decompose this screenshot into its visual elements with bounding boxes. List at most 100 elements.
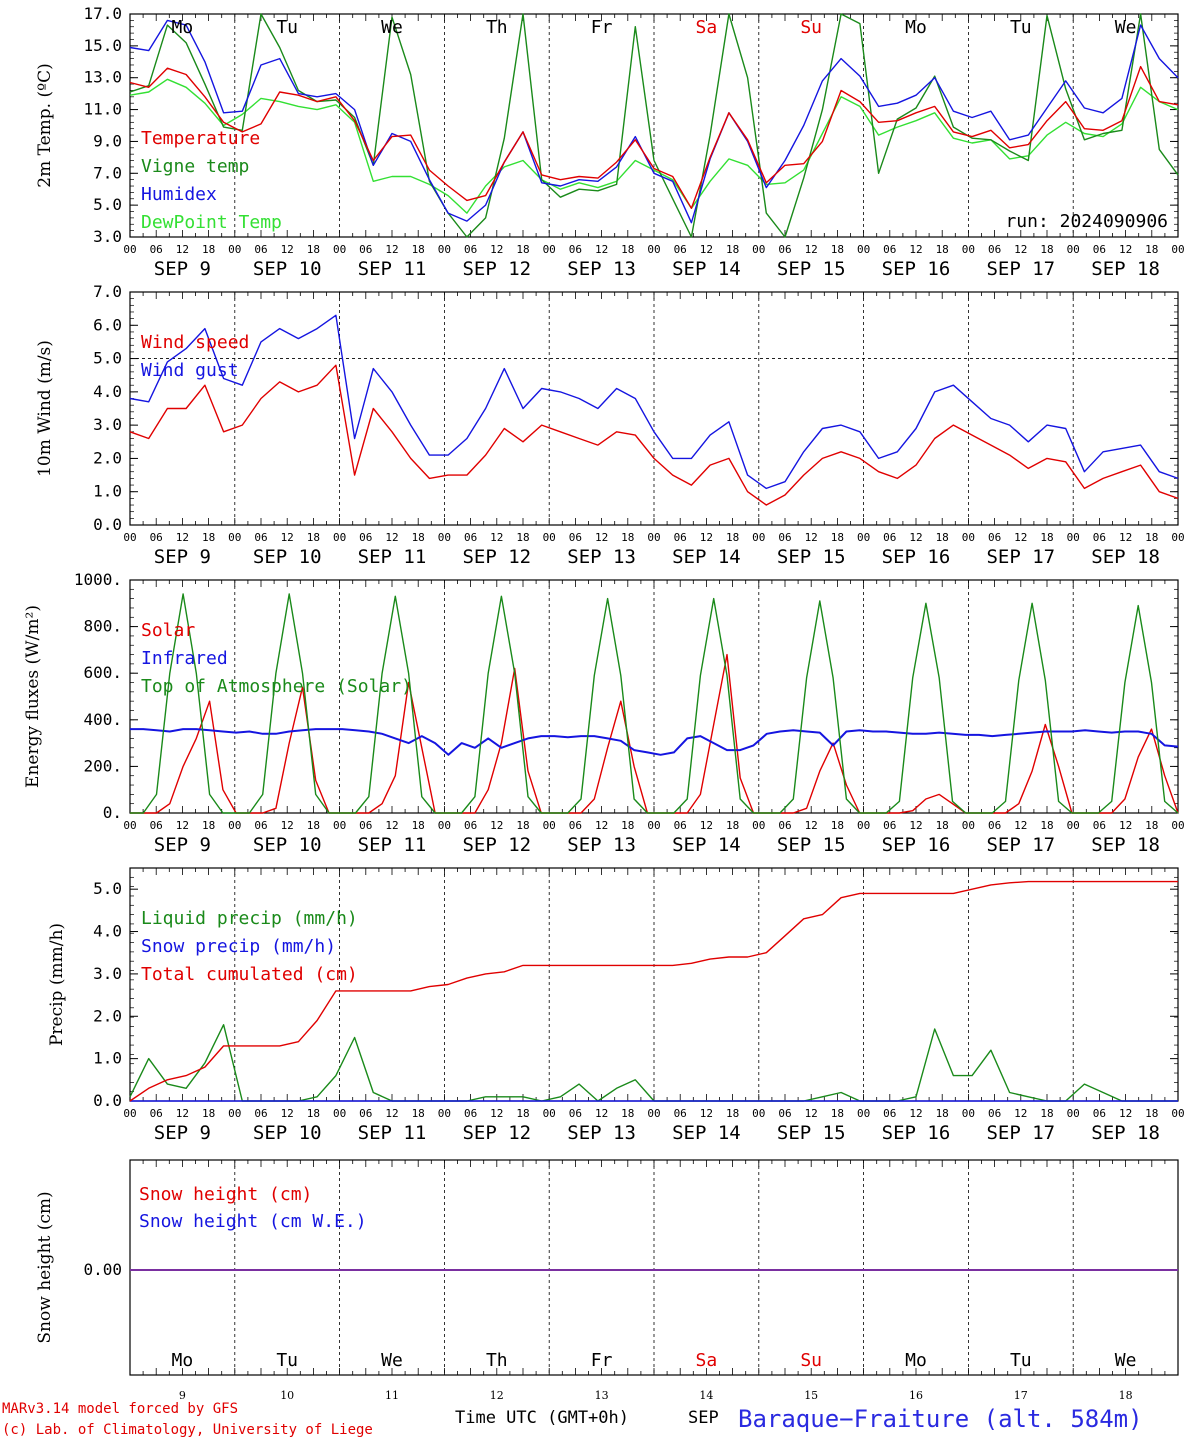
hour-tick-label: 18 — [936, 819, 949, 832]
hour-tick-label: 00 — [647, 819, 660, 832]
hour-tick-label: 12 — [281, 531, 294, 544]
date-label: SEP 12 — [462, 258, 531, 280]
hour-tick-label: 18 — [936, 531, 949, 544]
hour-tick-label: 00 — [1171, 1107, 1184, 1120]
day-name: Th — [486, 17, 508, 38]
date-label: SEP 10 — [253, 546, 322, 568]
hour-tick-label: 12 — [595, 819, 608, 832]
hour-tick-label: 06 — [359, 819, 372, 832]
hour-tick-label: 18 — [202, 819, 215, 832]
hour-tick-label: 06 — [254, 243, 267, 256]
hour-tick-label: 12 — [281, 819, 294, 832]
hour-tick-label: 06 — [569, 819, 582, 832]
y-tick-label: 800. — [83, 617, 122, 636]
legend-entry: Snow precip (mm/h) — [141, 936, 336, 957]
hour-tick-label: 18 — [1145, 819, 1158, 832]
hour-tick-label: 00 — [857, 243, 870, 256]
hour-tick-label: 06 — [150, 531, 163, 544]
hour-tick-label: 06 — [988, 531, 1001, 544]
day-name: Su — [800, 17, 822, 38]
legend-entry: Vigne temp — [141, 156, 249, 177]
credit-model: MARv3.14 model forced by GFS — [2, 1401, 238, 1417]
hour-tick-label: 18 — [621, 531, 634, 544]
day-name: We — [1115, 1350, 1137, 1371]
hour-tick-label: 12 — [595, 531, 608, 544]
day-number: 15 — [804, 1389, 818, 1402]
date-label: SEP 10 — [253, 834, 322, 856]
y-tick-label: 7.0 — [93, 163, 122, 182]
date-label: SEP 11 — [358, 546, 427, 568]
hour-tick-label: 12 — [1119, 1107, 1132, 1120]
hour-tick-label: 00 — [647, 1107, 660, 1120]
hour-tick-label: 00 — [962, 531, 975, 544]
hour-tick-label: 12 — [490, 531, 503, 544]
hour-tick-label: 12 — [805, 243, 818, 256]
y-tick-label: 600. — [83, 663, 122, 682]
hour-tick-label: 06 — [883, 243, 896, 256]
hour-tick-label: 00 — [1067, 1107, 1080, 1120]
hour-tick-label: 12 — [909, 531, 922, 544]
hour-tick-label: 06 — [1093, 1107, 1106, 1120]
day-name: Tu — [1010, 1350, 1032, 1371]
day-number: 13 — [595, 1389, 609, 1402]
date-label: SEP 17 — [986, 546, 1055, 568]
day-number: 11 — [385, 1389, 399, 1402]
hour-tick-label: 18 — [412, 1107, 425, 1120]
y-tick-label: 1.0 — [93, 1049, 122, 1068]
day-number: 14 — [699, 1389, 713, 1402]
hour-tick-label: 18 — [307, 819, 320, 832]
hour-tick-label: 12 — [281, 243, 294, 256]
hour-tick-label: 18 — [202, 1107, 215, 1120]
date-label: SEP 9 — [154, 546, 211, 568]
date-label: SEP 18 — [1091, 546, 1160, 568]
hour-tick-label: 00 — [228, 531, 241, 544]
day-name: We — [1115, 17, 1137, 38]
date-label: SEP 14 — [672, 834, 741, 856]
y-tick-label: 3.0 — [93, 964, 122, 983]
hour-tick-label: 00 — [857, 1107, 870, 1120]
hour-tick-label: 06 — [778, 1107, 791, 1120]
day-name: Mo — [905, 1350, 927, 1371]
hour-tick-label: 00 — [543, 819, 556, 832]
hour-tick-label: 12 — [909, 819, 922, 832]
hour-tick-label: 18 — [831, 1107, 844, 1120]
hour-tick-label: 00 — [438, 243, 451, 256]
panel-frame — [129, 13, 1179, 238]
hour-tick-label: 00 — [543, 243, 556, 256]
day-name: Tu — [1010, 17, 1032, 38]
hour-tick-label: 12 — [385, 243, 398, 256]
hour-tick-label: 18 — [1145, 531, 1158, 544]
hour-tick-label: 06 — [1093, 819, 1106, 832]
date-label: SEP 10 — [253, 1122, 322, 1144]
y-tick-label: 11.0 — [83, 100, 122, 119]
legend-entry: Wind gust — [141, 360, 239, 381]
date-label: SEP 9 — [154, 834, 211, 856]
hour-tick-label: 06 — [778, 819, 791, 832]
y-axis-label: 2m Temp. (ºC) — [35, 63, 55, 188]
hour-tick-label: 18 — [726, 819, 739, 832]
hour-tick-label: 00 — [857, 531, 870, 544]
hour-tick-label: 06 — [464, 819, 477, 832]
date-label: SEP 16 — [882, 546, 951, 568]
day-number: 12 — [490, 1389, 504, 1402]
y-tick-label: 5.0 — [93, 879, 122, 898]
hour-tick-label: 06 — [674, 819, 687, 832]
y-tick-label: 3.0 — [93, 227, 122, 246]
hour-tick-label: 18 — [1145, 243, 1158, 256]
hour-tick-label: 06 — [778, 243, 791, 256]
hour-tick-label: 06 — [359, 531, 372, 544]
hour-tick-label: 12 — [700, 1107, 713, 1120]
legend-entry: Total cumulated (cm) — [141, 964, 358, 985]
hour-tick-label: 00 — [228, 819, 241, 832]
hour-tick-label: 12 — [805, 531, 818, 544]
series-line — [129, 364, 1179, 506]
hour-tick-label: 00 — [438, 819, 451, 832]
day-name: Fr — [591, 17, 613, 38]
hour-tick-label: 06 — [359, 243, 372, 256]
hour-tick-label: 18 — [516, 1107, 529, 1120]
legend-entry: Infrared — [141, 648, 228, 669]
panels: 3.0 5.0 7.0 9.0 11.0 13.0 15.0 17.0 2m Temp. (ºC… — [23, 4, 1185, 1402]
hour-tick-label: 00 — [333, 819, 346, 832]
day-name: Sa — [696, 1350, 718, 1371]
legend-entry: Snow height (cm) — [139, 1184, 312, 1205]
